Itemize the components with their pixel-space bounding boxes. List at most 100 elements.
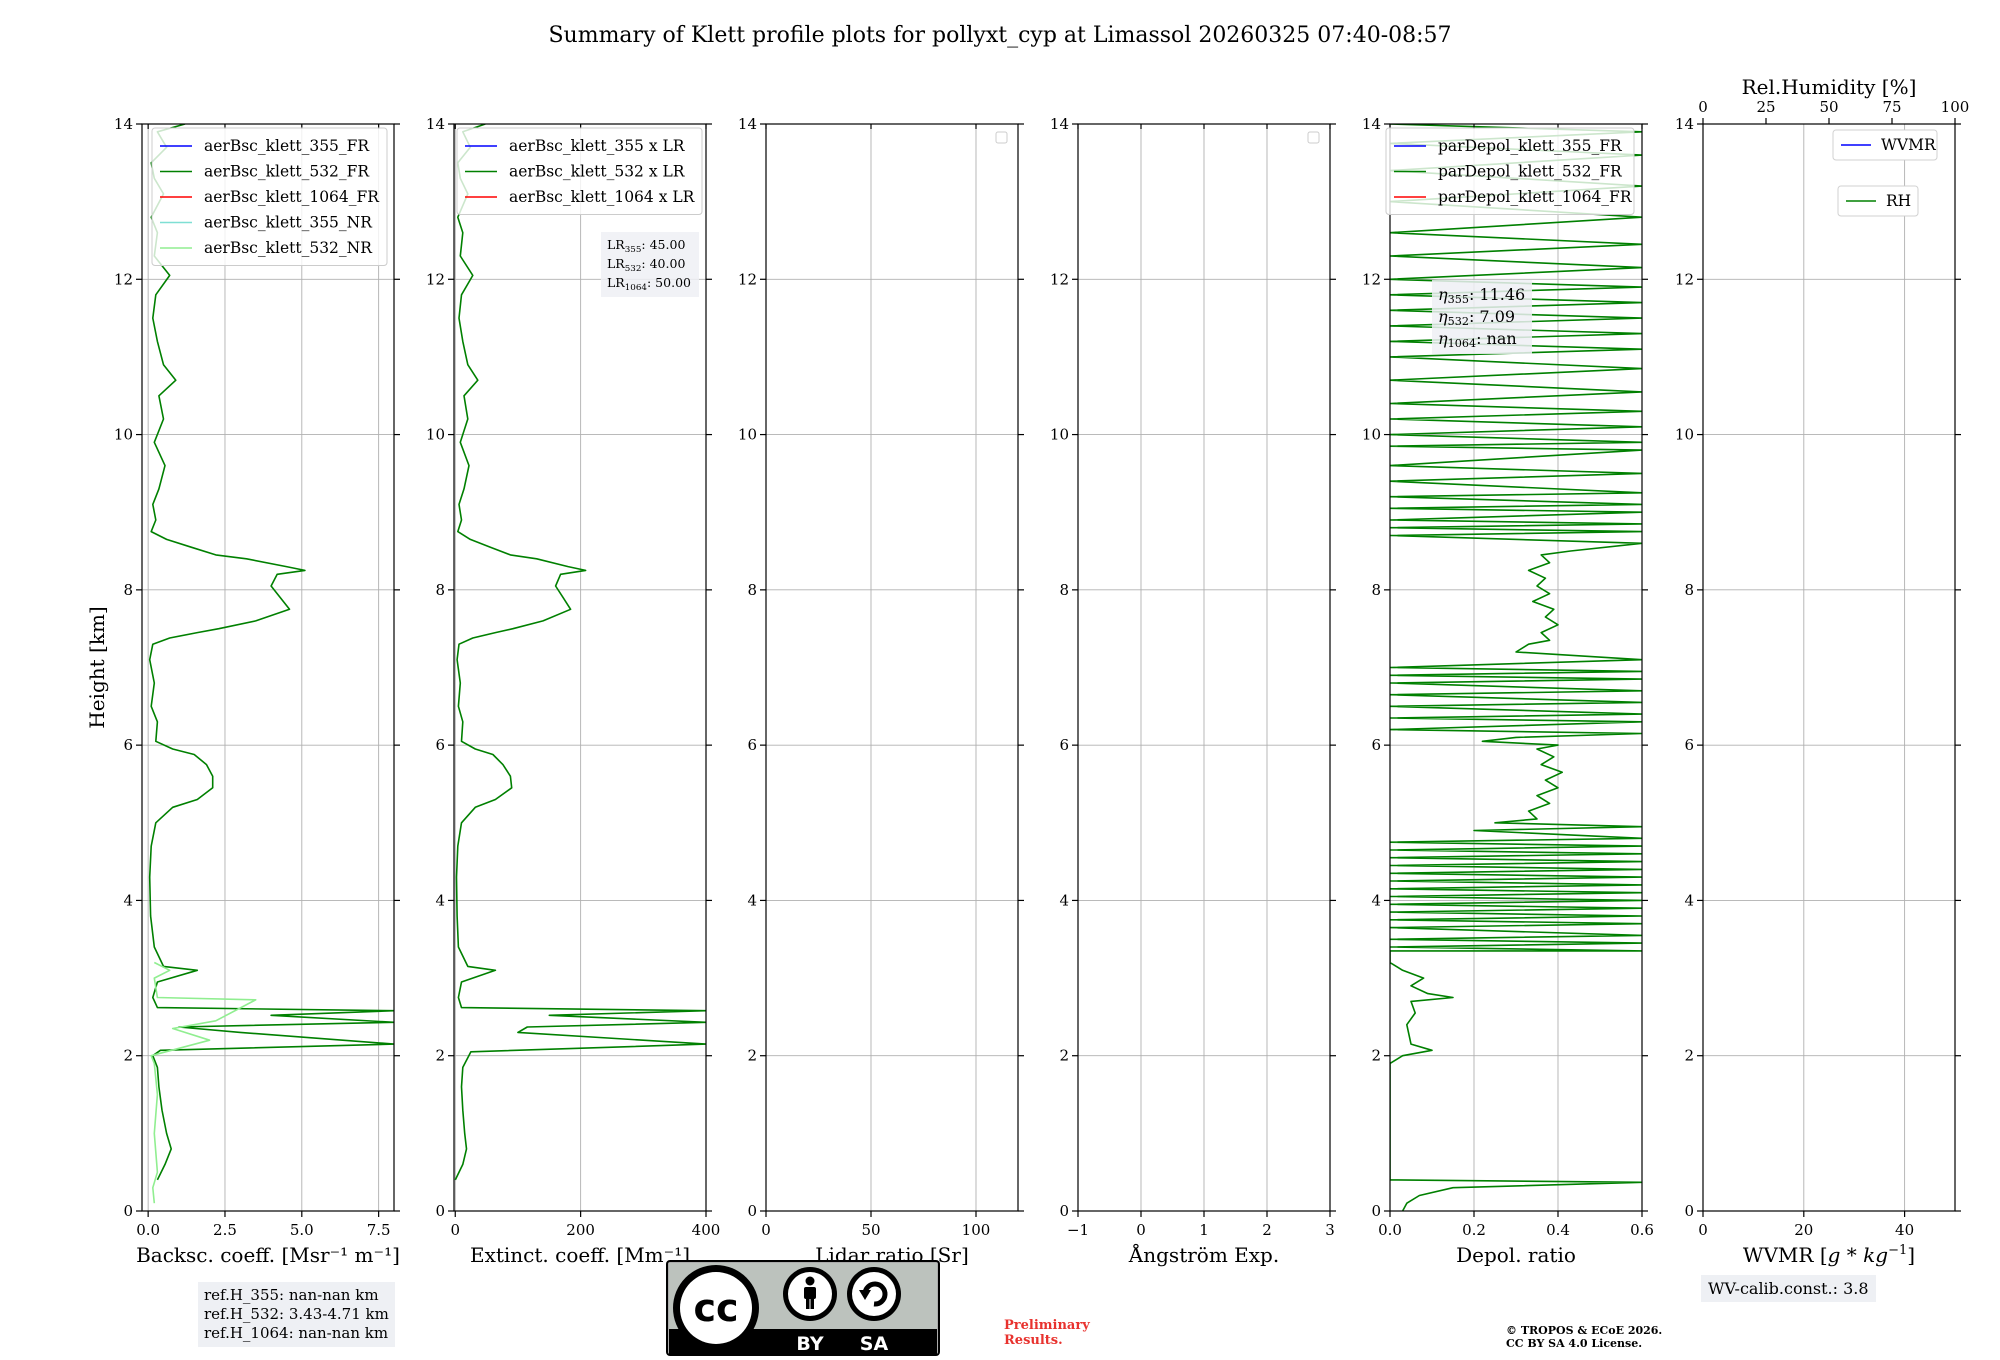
angstrom-xtick-label: 3 bbox=[1325, 1221, 1335, 1239]
wvmr-ytick-label: 12 bbox=[1675, 270, 1694, 288]
depol-ytick-label: 14 bbox=[1362, 115, 1381, 133]
wvmr-xlabel: WVMR [g * kg−1] bbox=[1743, 1243, 1915, 1267]
legend-label-aerBsc_klett_1064_FR: aerBsc_klett_1064_FR bbox=[204, 188, 380, 206]
angstrom-xtick-label: 0 bbox=[1136, 1221, 1146, 1239]
backscatter-ytick-label: 14 bbox=[114, 115, 133, 133]
series-aerBsc_klett_532_FR bbox=[148, 124, 394, 1181]
copyright-note: © TROPOS & ECoE 2026. CC BY SA 4.0 Licen… bbox=[1506, 1324, 1662, 1350]
depol-ytick-label: 12 bbox=[1362, 270, 1381, 288]
depol-ytick-label: 0 bbox=[1371, 1202, 1381, 1220]
ref-height-532: ref.H_532: 3.43-4.71 km bbox=[204, 1305, 389, 1323]
copyright-line-1: © TROPOS & ECoE 2026. bbox=[1506, 1324, 1663, 1337]
extinction-legend-box bbox=[456, 127, 703, 215]
angstrom-grid bbox=[1077, 123, 1331, 1212]
angstrom-ytick-label: 2 bbox=[1059, 1047, 1069, 1065]
backscatter-ytick-label: 0 bbox=[123, 1202, 133, 1220]
preliminary-note: Preliminary Results. bbox=[1004, 1318, 1090, 1348]
legend-box-RH bbox=[1837, 185, 1919, 217]
extinction-ytick-label: 6 bbox=[435, 736, 445, 754]
figure-title: Summary of Klett profile plots for polly… bbox=[548, 23, 1451, 48]
panel-depol: 0.0 0.2 0.4 0.6 0 2 4 6 8 10 12 14 Depol. ratio parDe… bbox=[1362, 115, 1654, 1267]
by-label: BY bbox=[796, 1333, 823, 1355]
lidar-ratio-ytick-label: 6 bbox=[747, 736, 757, 754]
lidar-ratio-empty-legend bbox=[995, 131, 1008, 144]
legend-label-aerBsc_klett_532_FR: aerBsc_klett_532_FR bbox=[204, 163, 370, 181]
depol-frame bbox=[1389, 123, 1643, 1212]
lidar-ratio-ytick-label: 12 bbox=[738, 270, 757, 288]
lidar-ratio-xtick-label: 100 bbox=[962, 1221, 991, 1239]
wvmr-frame bbox=[1702, 123, 1956, 1212]
cc-letters: cc bbox=[693, 1286, 738, 1330]
depol-ytick-label: 2 bbox=[1371, 1047, 1381, 1065]
extinction-ytick-label: 2 bbox=[435, 1047, 445, 1065]
copyright-line-2: CC BY SA 4.0 License. bbox=[1506, 1337, 1643, 1350]
depol-xtick-label: 0.6 bbox=[1630, 1221, 1654, 1239]
angstrom-ytick-label: 10 bbox=[1050, 426, 1069, 444]
panel-backscatter: 0.0 2.5 5.0 7.5 0 2 4 6 8 10 12 14 Backsc. coeff. [M… bbox=[85, 115, 400, 1267]
wvmr-xtick-label: 0 bbox=[1698, 1221, 1708, 1239]
angstrom-empty-legend bbox=[1307, 131, 1320, 144]
depol-xtick-label: 0.4 bbox=[1546, 1221, 1570, 1239]
extinction-xtick-label: 400 bbox=[692, 1221, 721, 1239]
lidar-ratio-ytick-label: 8 bbox=[747, 581, 757, 599]
extinction-annotation-line: LR1064: 50.00 bbox=[607, 275, 691, 293]
wvmr-ytick-label: 4 bbox=[1684, 891, 1694, 909]
extinction-xtick-label: 0 bbox=[450, 1221, 460, 1239]
preliminary-line-1: Preliminary bbox=[1004, 1318, 1090, 1333]
angstrom-ytick-label: 12 bbox=[1050, 270, 1069, 288]
extinction-ytick-label: 14 bbox=[426, 115, 445, 133]
legend-label-aerBsc_klett_1064 x LR: aerBsc_klett_1064 x LR bbox=[509, 188, 696, 206]
angstrom-xlabel: Ångström Exp. bbox=[1128, 1242, 1279, 1267]
angstrom-ytick-label: 4 bbox=[1059, 891, 1069, 909]
depol-annotation-box bbox=[1432, 280, 1532, 354]
lidar-ratio-grid bbox=[765, 123, 1018, 1212]
backscatter-ytick-label: 2 bbox=[123, 1047, 133, 1065]
legend-label-aerBsc_klett_355_FR: aerBsc_klett_355_FR bbox=[204, 137, 370, 155]
lidar-ratio-xtick-label: 0 bbox=[761, 1221, 771, 1239]
extinction-xtick-label: 200 bbox=[566, 1221, 595, 1239]
extinction-ytick-label: 4 bbox=[435, 891, 445, 909]
legend-label-parDepol_klett_532_FR: parDepol_klett_532_FR bbox=[1438, 163, 1623, 181]
sa-label: SA bbox=[860, 1333, 889, 1355]
extinction-annotation-line: LR532: 40.00 bbox=[607, 256, 685, 274]
legend-label-parDepol_klett_355_FR: parDepol_klett_355_FR bbox=[1438, 137, 1623, 155]
legend-label-aerBsc_klett_355 x LR: aerBsc_klett_355 x LR bbox=[509, 137, 686, 155]
backscatter-legend-box bbox=[151, 127, 388, 266]
depol-series bbox=[1390, 124, 1642, 1211]
backscatter-frame bbox=[141, 123, 395, 1212]
angstrom-ytick-label: 0 bbox=[1059, 1202, 1069, 1220]
legend-label-aerBsc_klett_532 x LR: aerBsc_klett_532 x LR bbox=[509, 163, 686, 181]
legend-label-WVMR: WVMR bbox=[1881, 136, 1937, 154]
legend-box-WVMR bbox=[1832, 129, 1938, 161]
wvmr-ytick-label: 6 bbox=[1684, 736, 1694, 754]
backscatter-ytick-label: 12 bbox=[114, 270, 133, 288]
extinction-xlabel: Extinct. coeff. [Mm⁻¹] bbox=[470, 1243, 690, 1267]
series-aerBsc_klett_532_NR bbox=[150, 961, 257, 1204]
depol-annotation-line: η1064: nan bbox=[1438, 329, 1517, 350]
backscatter-xtick-label: 2.5 bbox=[213, 1221, 237, 1239]
backscatter-series bbox=[148, 124, 394, 1204]
depol-xlabel: Depol. ratio bbox=[1456, 1243, 1576, 1267]
angstrom-ytick-label: 6 bbox=[1059, 736, 1069, 754]
extinction-ytick-label: 0 bbox=[435, 1202, 445, 1220]
depol-xtick-label: 0.2 bbox=[1462, 1221, 1486, 1239]
wvmr-ytick-label: 14 bbox=[1675, 115, 1694, 133]
ref-heights-box: ref.H_355: nan-nan km ref.H_532: 3.43-4.… bbox=[198, 1282, 395, 1347]
backscatter-ytick-label: 10 bbox=[114, 426, 133, 444]
series-aerBsc_klett_532 x LR bbox=[454, 124, 706, 1181]
wvmr-ytick-label: 0 bbox=[1684, 1202, 1694, 1220]
preliminary-line-2: Results. bbox=[1004, 1333, 1063, 1348]
wvmr-xtick-label: 20 bbox=[1794, 1221, 1813, 1239]
ref-height-1064: ref.H_1064: nan-nan km bbox=[204, 1324, 389, 1342]
legend-label-aerBsc_klett_532_NR: aerBsc_klett_532_NR bbox=[204, 239, 373, 257]
wv-calibration-box: WV-calib.const.: 3.8 bbox=[1701, 1275, 1876, 1302]
wvmr-ytick-label: 2 bbox=[1684, 1047, 1694, 1065]
angstrom-xtick-label: 1 bbox=[1199, 1221, 1209, 1239]
depol-ytick-label: 4 bbox=[1371, 891, 1381, 909]
lidar-ratio-ytick-label: 14 bbox=[738, 115, 757, 133]
wvmr-top-xtick-label: 50 bbox=[1819, 98, 1838, 116]
wvmr-top-xtick-label: 0 bbox=[1698, 98, 1708, 116]
